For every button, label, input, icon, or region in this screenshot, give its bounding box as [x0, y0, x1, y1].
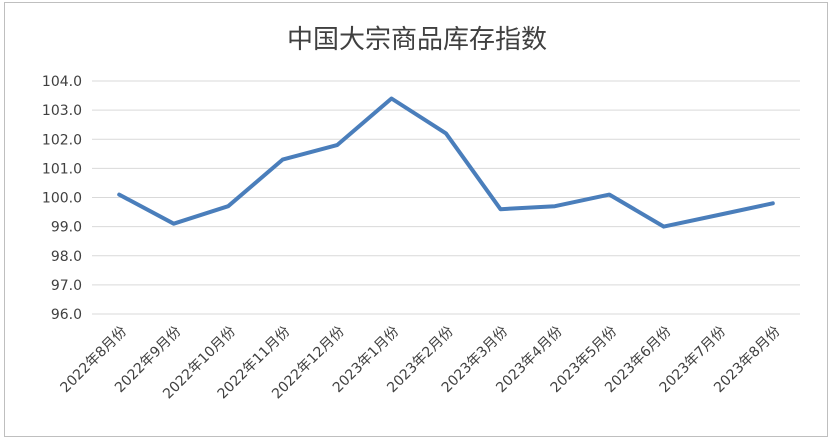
y-tick-label: 96.0 [51, 307, 82, 323]
chart-title: 中国大宗商品库存指数 [287, 25, 547, 55]
y-tick-label: 100.0 [42, 191, 82, 207]
y-tick-label: 98.0 [51, 249, 82, 265]
y-tick-label: 97.0 [51, 278, 82, 294]
grid-lines [92, 80, 800, 315]
y-tick-label: 101.0 [42, 161, 82, 177]
y-tick-label: 104.0 [42, 74, 82, 90]
y-axis-ticks: 104.0 103.0 102.0 101.0 100.0 99.0 98.0 97.0 96.… [42, 74, 82, 323]
y-tick-label: 103.0 [42, 103, 82, 119]
series-line [117, 96, 775, 229]
series-layer [117, 96, 775, 229]
y-tick-label: 99.0 [51, 220, 82, 236]
y-tick-label: 102.0 [42, 132, 82, 148]
x-axis-ticks: 2022年8月份2022年9月份2022年10月份2022年11月份2022年1… [58, 324, 784, 403]
